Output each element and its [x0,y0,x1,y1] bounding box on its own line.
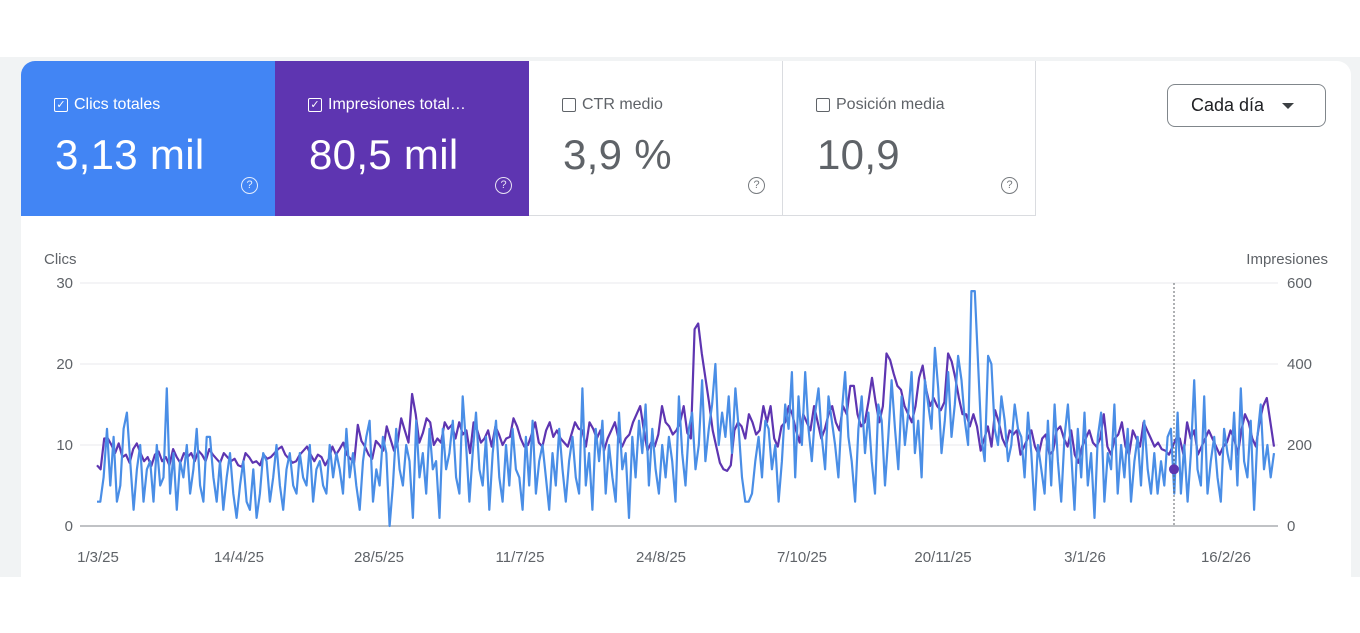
metric-header-position[interactable]: Posición media [816,96,945,114]
metric-value-impressions: 80,5 mil [309,131,459,178]
series-line-clicks [97,290,1276,528]
x-tick-label: 11/7/25 [496,549,545,566]
metric-header-ctr[interactable]: CTR medio [562,96,663,114]
metric-card-impressions[interactable]: ✓ Impresiones total… 80,5 mil ? [275,61,529,216]
metric-label-ctr: CTR medio [582,96,663,113]
performance-card: ✓ Clics totales 3,13 mil ? ✓ Impresiones… [21,61,1351,591]
checkbox-checked-icon[interactable]: ✓ [308,98,322,112]
x-tick-label: 28/5/25 [354,549,404,566]
x-tick-label: 7/10/25 [777,549,827,566]
x-tick-label: 1/3/25 [77,549,119,566]
x-tick-label: 16/2/26 [1201,549,1251,566]
y-right-tick-label: 200 [1287,437,1312,454]
y-right-tick-label: 400 [1287,356,1312,373]
metric-label-clicks: Clics totales [74,96,161,113]
y-left-tick-label: 0 [65,518,73,535]
metric-header-impressions[interactable]: ✓ Impresiones total… [308,96,466,114]
granularity-dropdown[interactable]: Cada día [1167,84,1326,127]
help-icon[interactable]: ? [748,177,765,194]
y-right-axis-title: Impresiones [1246,251,1328,268]
metric-card-ctr[interactable]: CTR medio 3,9 % ? [529,61,783,216]
y-left-tick-label: 10 [56,437,73,454]
metric-card-position[interactable]: Posición media 10,9 ? [783,61,1036,216]
hover-point [1169,464,1179,475]
help-icon[interactable]: ? [1001,177,1018,194]
caret-down-icon [1282,102,1295,109]
metric-value-clicks: 3,13 mil [55,131,205,178]
granularity-label: Cada día [1191,95,1265,115]
y-left-tick-label: 30 [56,275,73,292]
performance-chart[interactable]: 0 10 20 30 0 200 400 600 Clics Impresiones 1/3/25 1… [21,61,1351,591]
series-line-impressions [96,322,1276,472]
page-footer-space [0,577,1360,633]
checkbox-checked-icon[interactable]: ✓ [54,98,68,112]
x-tick-label: 14/4/25 [214,549,264,566]
metric-value-ctr: 3,9 % [563,131,672,178]
x-tick-label: 3/1/26 [1064,549,1106,566]
y-right-tick-label: 600 [1287,275,1312,292]
x-tick-label: 20/11/25 [914,549,971,566]
help-icon[interactable]: ? [495,177,512,194]
metric-label-impressions: Impresiones total… [328,96,466,113]
checkbox-unchecked-icon[interactable] [816,98,830,112]
metric-label-position: Posición media [836,96,945,113]
metric-value-position: 10,9 [817,131,900,178]
y-right-tick-label: 0 [1287,518,1295,535]
y-left-tick-label: 20 [56,356,73,373]
metric-card-clicks[interactable]: ✓ Clics totales 3,13 mil ? [21,61,275,216]
x-tick-label: 24/8/25 [636,549,686,566]
metric-header-clicks[interactable]: ✓ Clics totales [54,96,160,114]
help-icon[interactable]: ? [241,177,258,194]
y-left-axis-title: Clics [44,251,77,268]
checkbox-unchecked-icon[interactable] [562,98,576,112]
